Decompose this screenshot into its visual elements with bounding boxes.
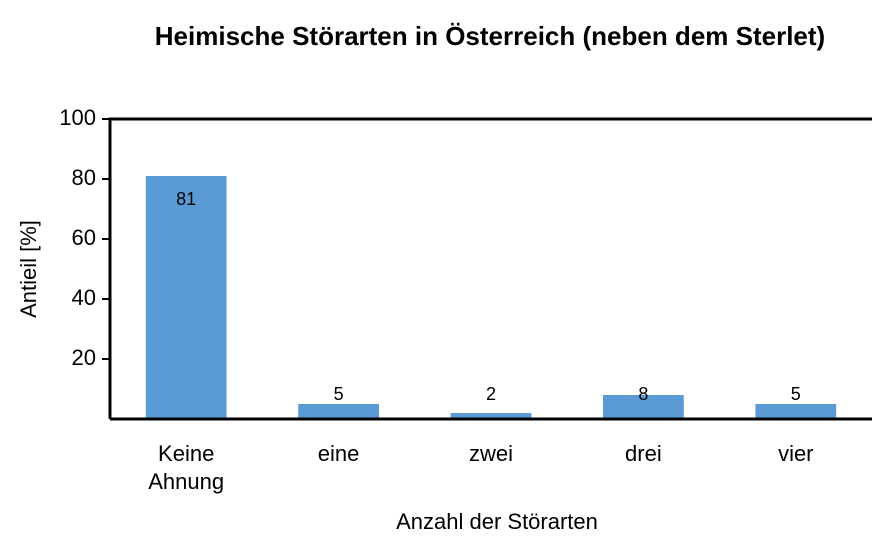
bar: [145, 176, 227, 419]
y-tick-label: 20: [72, 345, 96, 370]
bar: [755, 404, 837, 419]
x-axis-title: Anzahl der Störarten: [396, 509, 598, 534]
y-tick-label: 40: [72, 285, 96, 310]
data-label: 8: [638, 384, 648, 404]
x-tick-label: Keine Ahnung: [148, 441, 225, 494]
data-label: 5: [334, 384, 344, 404]
data-label: 5: [791, 384, 801, 404]
x-tick-label: vier: [778, 441, 814, 466]
bar: [298, 404, 379, 419]
data-label: 2: [486, 384, 496, 404]
x-tick-label: eine: [317, 441, 360, 466]
x-tick-label: drei: [625, 441, 662, 466]
bar: [603, 395, 684, 419]
x-tick-label: zwei: [468, 441, 513, 466]
y-tick-label: 80: [72, 165, 96, 190]
y-axis-title: Antieil [%]: [16, 220, 41, 318]
y-tick-label: 100: [59, 105, 96, 130]
bar: [450, 413, 532, 419]
chart-title: Heimische Störarten in Österreich (neben…: [154, 21, 826, 51]
y-tick-label: 60: [72, 225, 96, 250]
data-label: 81: [176, 189, 196, 209]
